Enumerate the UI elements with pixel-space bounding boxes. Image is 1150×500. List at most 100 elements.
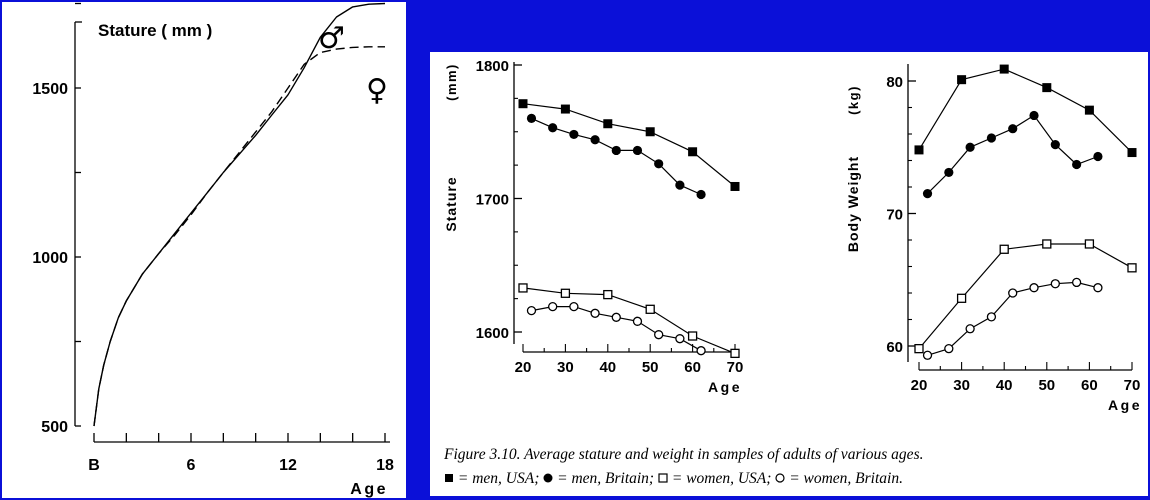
legend-marker-filled-circle bbox=[543, 470, 553, 487]
weight-y-tick-label-80: 80 bbox=[886, 74, 903, 91]
stature-point-women-usa-2 bbox=[603, 289, 613, 300]
stature-point-women-usa-3 bbox=[645, 304, 655, 314]
legend-text-women-usa: = women, USA; bbox=[667, 470, 776, 487]
stature-point-women-usa-0 bbox=[518, 283, 528, 293]
figure-caption: Figure 3.10. Average stature and weight … bbox=[444, 446, 924, 463]
stature-point-women-britain-1 bbox=[548, 301, 558, 312]
stature-point-men-usa-3 bbox=[645, 127, 655, 137]
weight-point-women-britain-6 bbox=[1050, 279, 1060, 289]
weight-point-women-usa-5 bbox=[1127, 263, 1137, 273]
stature-point-women-usa-1 bbox=[560, 288, 571, 298]
weight-point-women-britain-3 bbox=[986, 312, 997, 322]
stature-y-tick-label-1800: 1800 bbox=[476, 58, 509, 75]
stature-y-tick-label-1600: 1600 bbox=[476, 325, 509, 342]
x-tick-label-b: B bbox=[88, 457, 100, 474]
weight-point-men-usa-1 bbox=[957, 75, 967, 85]
stature-point-women-britain-6 bbox=[654, 330, 664, 340]
figure-legend: = men, USA; = men, Britain; = women, USA… bbox=[444, 470, 1144, 488]
weight-point-women-usa-4 bbox=[1084, 239, 1095, 249]
legend-text-women-britain: = women, Britain. bbox=[785, 470, 903, 487]
legend-text-men-usa: = men, USA; bbox=[454, 470, 544, 487]
stature-point-women-britain-4 bbox=[611, 312, 621, 322]
stature-point-men-usa-2 bbox=[603, 119, 613, 129]
weight-point-men-usa-4 bbox=[1084, 105, 1094, 115]
stature-point-women-britain-2 bbox=[569, 301, 579, 312]
stature-point-women-usa-4 bbox=[687, 331, 698, 341]
weight-x-tick-label-60: 60 bbox=[1081, 377, 1098, 394]
stature-point-men-britain-3 bbox=[590, 135, 600, 145]
stature-series-line-men-usa bbox=[522, 103, 736, 187]
stature-point-women-britain-5 bbox=[632, 316, 643, 326]
weight-x-tick-label-50: 50 bbox=[1038, 377, 1055, 394]
legend-marker-open-circle bbox=[775, 470, 785, 487]
chart-title: Stature ( mm ) bbox=[98, 21, 212, 40]
stature-x-tick-label-30: 30 bbox=[557, 359, 574, 376]
weight-x-tick-label-40: 40 bbox=[996, 377, 1013, 394]
weight-x-axis-label: Age bbox=[1108, 397, 1142, 413]
stature-series-line-women-usa bbox=[522, 287, 736, 354]
stature-x-tick-label-50: 50 bbox=[642, 359, 659, 376]
stature-x-tick-label-60: 60 bbox=[684, 359, 701, 376]
weight-point-men-britain-2 bbox=[965, 142, 975, 152]
weight-point-men-britain-7 bbox=[1072, 159, 1082, 170]
stature-x-axis-label: Age bbox=[708, 379, 742, 395]
weight-point-men-usa-3 bbox=[1042, 83, 1052, 93]
stature-point-men-britain-1 bbox=[548, 123, 558, 133]
weight-point-women-britain-1 bbox=[944, 343, 954, 354]
stature-x-tick-label-20: 20 bbox=[515, 359, 532, 376]
stature-y-axis-unit: (mm) bbox=[444, 63, 459, 101]
weight-point-men-britain-1 bbox=[944, 167, 954, 178]
weight-point-women-usa-2 bbox=[999, 244, 1009, 254]
weight-x-tick-label-20: 20 bbox=[911, 377, 928, 394]
weight-point-women-britain-5 bbox=[1029, 283, 1039, 293]
weight-x-tick-label-30: 30 bbox=[953, 377, 970, 394]
stature-point-men-usa-1 bbox=[560, 104, 570, 114]
weight-point-women-britain-7 bbox=[1071, 277, 1082, 288]
stature-point-men-britain-8 bbox=[696, 189, 706, 200]
series-line-male bbox=[93, 2, 386, 427]
legend-marker-filled-square bbox=[444, 470, 454, 487]
weight-y-axis-label: Body Weight bbox=[845, 156, 861, 252]
weight-point-women-britain-4 bbox=[1008, 288, 1018, 298]
weight-point-women-usa-3 bbox=[1042, 239, 1052, 249]
weight-point-men-britain-6 bbox=[1050, 140, 1060, 150]
weight-point-men-usa-0 bbox=[914, 145, 924, 155]
y-tick-label-1500: 1500 bbox=[32, 81, 68, 98]
weight-point-men-usa-2 bbox=[999, 64, 1009, 74]
stature-point-men-usa-0 bbox=[518, 99, 528, 109]
stature-y-tick-label-1700: 1700 bbox=[476, 192, 509, 209]
stature-series-line-men-britain bbox=[531, 117, 702, 196]
weight-point-men-britain-0 bbox=[922, 189, 933, 199]
stature-x-tick-label-70: 70 bbox=[727, 359, 744, 376]
weight-point-men-britain-5 bbox=[1029, 110, 1039, 121]
stature-point-women-usa-5 bbox=[730, 348, 740, 359]
weight-series-line-men-usa bbox=[918, 68, 1133, 154]
weight-y-tick-label-60: 60 bbox=[886, 339, 903, 356]
stature-point-men-usa-5 bbox=[730, 181, 740, 191]
female-symbol: ♀ bbox=[366, 73, 388, 108]
stature-point-men-britain-5 bbox=[632, 145, 643, 156]
growth-chart: 500 1000 1500 B 6 12 18 Age Stature ( mm ) ♂ ♀ bbox=[32, 2, 394, 498]
stature-point-women-britain-3 bbox=[590, 308, 600, 318]
weight-point-men-britain-8 bbox=[1093, 151, 1103, 162]
x-tick-label-18: 18 bbox=[376, 457, 394, 474]
weight-point-women-britain-2 bbox=[965, 324, 975, 334]
stature-y-axis-label: Stature bbox=[443, 176, 459, 231]
stature-point-women-britain-8 bbox=[696, 346, 706, 356]
weight-point-women-britain-0 bbox=[922, 350, 933, 360]
stature-point-men-britain-7 bbox=[675, 180, 685, 190]
x-tick-label-12: 12 bbox=[279, 457, 297, 474]
stature-point-men-britain-2 bbox=[569, 129, 579, 140]
y-tick-label-500: 500 bbox=[41, 419, 68, 436]
stature-point-women-britain-0 bbox=[526, 305, 537, 316]
adult-charts-panel: 1600 1700 1800 20 30 40 50 60 70 Age Stature (mm) 60… bbox=[430, 52, 1148, 496]
series-line-female bbox=[93, 46, 385, 427]
adult-charts: 1600 1700 1800 20 30 40 50 60 70 Age Stature (mm) 60… bbox=[443, 58, 1142, 413]
legend-text-men-britain: = men, Britain; bbox=[553, 470, 658, 487]
weight-point-women-usa-1 bbox=[956, 293, 967, 303]
legend-marker-open-square bbox=[658, 470, 668, 487]
weight-point-women-usa-0 bbox=[914, 343, 924, 354]
weight-point-men-britain-3 bbox=[986, 133, 997, 143]
x-tick-label-6: 6 bbox=[187, 457, 196, 474]
weight-x-tick-label-70: 70 bbox=[1124, 377, 1141, 394]
